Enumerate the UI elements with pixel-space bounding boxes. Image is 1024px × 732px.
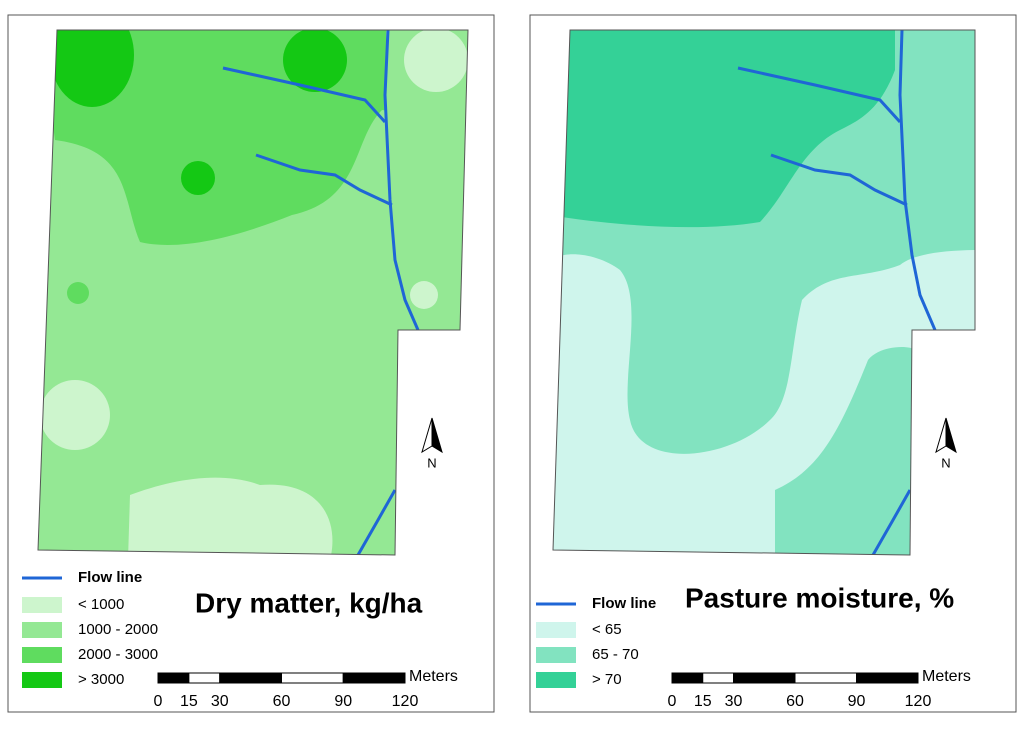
- north-arrow: [945, 417, 957, 454]
- map-right: [553, 30, 975, 555]
- scale-unit: Meters: [409, 668, 458, 685]
- legend-label: Flow line: [78, 569, 142, 586]
- legend-swatch: [536, 672, 576, 688]
- legend-swatch: [22, 647, 62, 663]
- legend-label: < 65: [592, 621, 622, 638]
- scale-label: 15: [180, 693, 198, 710]
- north-label: N: [941, 455, 950, 470]
- legend-label: 65 - 70: [592, 646, 639, 663]
- map-left: [38, 30, 468, 555]
- scale-segment: [188, 672, 221, 684]
- scale-segment: [281, 672, 344, 684]
- scale-label: 30: [725, 693, 743, 710]
- map-title: Pasture moisture, %: [685, 582, 954, 613]
- scale-segment: [856, 672, 919, 684]
- map-outline: [552, 29, 976, 556]
- scale-unit: Meters: [922, 668, 971, 685]
- legend-swatch: [536, 622, 576, 638]
- zone: [283, 30, 347, 92]
- scale-segment: [794, 672, 857, 684]
- legend-swatch: [22, 622, 62, 638]
- legend-swatch: [22, 672, 62, 688]
- panel-frame: [7, 14, 495, 713]
- flow-lines: [737, 30, 937, 555]
- scale-segment: [733, 672, 796, 684]
- scale-label: 0: [154, 693, 163, 710]
- flow-lines: [222, 30, 420, 555]
- legend-label: < 1000: [78, 596, 124, 613]
- scale-label: 0: [668, 693, 677, 710]
- scale-segment: [342, 672, 406, 684]
- zone: [181, 161, 215, 195]
- map-title: Dry matter, kg/ha: [195, 587, 423, 618]
- scale-label: 60: [786, 693, 804, 710]
- legend-label: > 3000: [78, 671, 124, 688]
- scale-label: 90: [334, 693, 352, 710]
- zone: [40, 380, 110, 450]
- scale-label: 15: [694, 693, 712, 710]
- scale-label: 90: [848, 693, 866, 710]
- north-arrow: [421, 417, 433, 454]
- legend-label: 1000 - 2000: [78, 621, 158, 638]
- scale-label: 120: [905, 693, 932, 710]
- zone: [555, 30, 895, 228]
- scale-label: 120: [392, 693, 419, 710]
- legend-label: 2000 - 3000: [78, 646, 158, 663]
- scale-label: 60: [273, 693, 291, 710]
- scale-segment: [671, 672, 704, 684]
- zone: [410, 281, 438, 309]
- zone: [775, 347, 915, 555]
- zone: [404, 30, 468, 92]
- zone: [50, 30, 134, 107]
- legend-swatch: [22, 597, 62, 613]
- scale-segment: [157, 672, 190, 684]
- zone: [67, 282, 89, 304]
- zone: [40, 30, 468, 245]
- legend-label: > 70: [592, 671, 622, 688]
- legend-swatch: [536, 647, 576, 663]
- panel-frame: [529, 14, 1017, 713]
- north-label: N: [427, 455, 436, 470]
- north-arrow: [935, 417, 947, 454]
- legend-label: Flow line: [592, 595, 656, 612]
- zone: [128, 477, 333, 555]
- scale-segment: [219, 672, 282, 684]
- north-arrow: [431, 417, 443, 454]
- map-outline: [37, 29, 469, 556]
- scale-segment: [702, 672, 734, 684]
- scale-label: 30: [211, 693, 229, 710]
